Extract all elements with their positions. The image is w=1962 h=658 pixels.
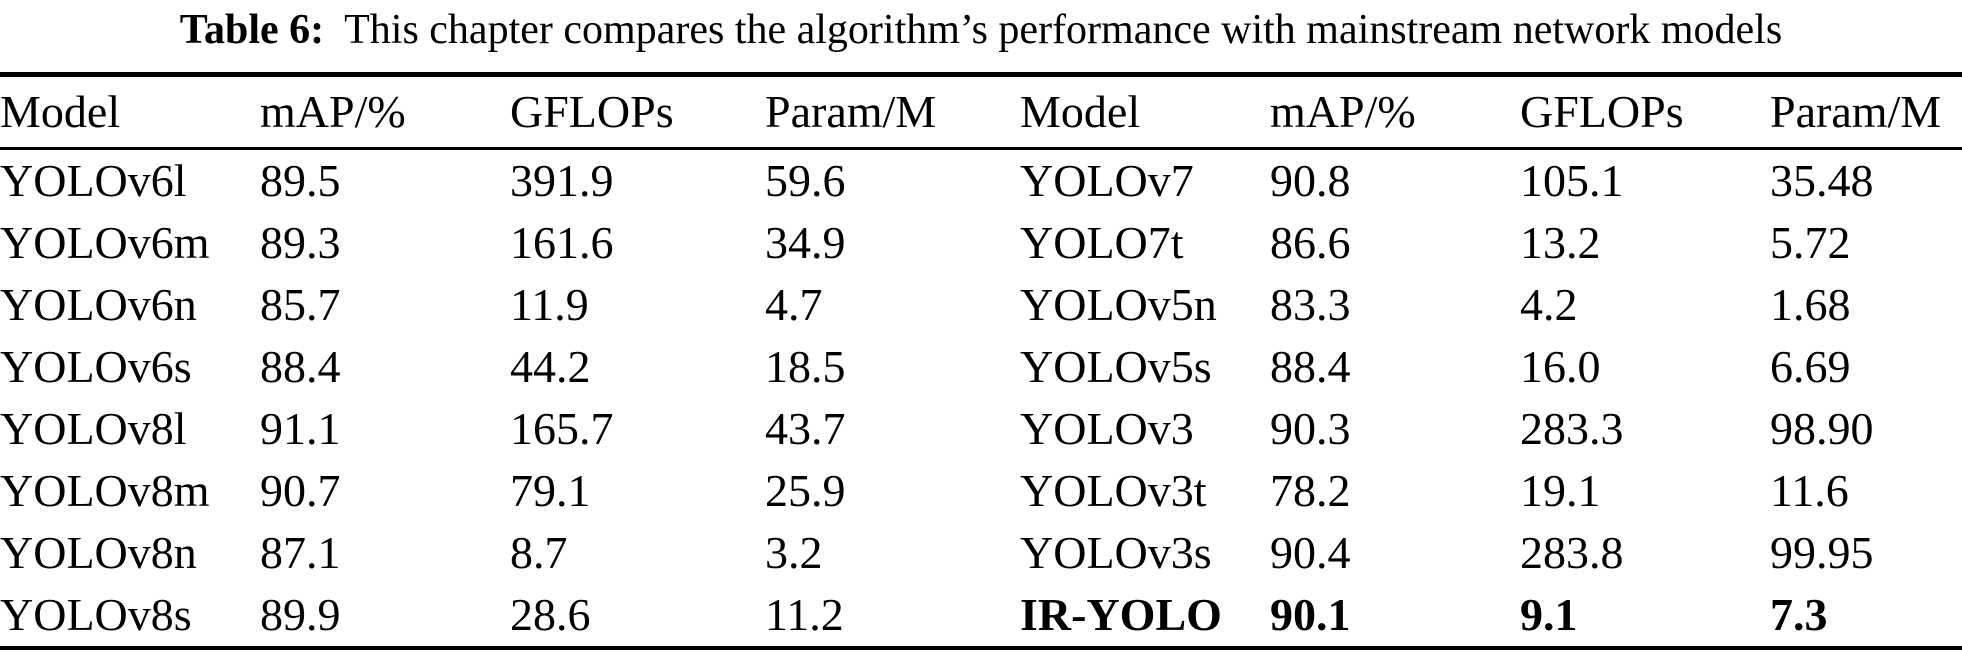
cell-model-left: YOLOv6s <box>0 341 192 392</box>
column-header-gflops-right: GFLOPs <box>1520 86 1684 137</box>
cell-param-right: 35.48 <box>1770 155 1874 206</box>
cell-model-right: YOLO7t <box>1020 217 1184 268</box>
cell-gflops-right: 9.1 <box>1520 589 1578 640</box>
cell-param-right: 11.6 <box>1770 465 1849 516</box>
cell-gflops-right: 19.1 <box>1520 465 1601 516</box>
cell-param-right: 1.68 <box>1770 279 1851 330</box>
cell-map-right: 90.1 <box>1270 589 1351 640</box>
table-row: YOLOv6n 85.7 11.9 4.7 YOLOv5n 83.3 4.2 1… <box>0 274 1962 336</box>
table-row: YOLOv8n 87.1 8.7 3.2 YOLOv3s 90.4 283.8 … <box>0 522 1962 584</box>
table-header-row: Model mAP/% GFLOPs Param/M Model mAP/% G… <box>0 77 1962 147</box>
cell-gflops-left: 79.1 <box>510 465 591 516</box>
cell-gflops-left: 165.7 <box>510 403 614 454</box>
cell-model-left: YOLOv8l <box>0 403 187 454</box>
cell-model-right: YOLOv5n <box>1020 279 1217 330</box>
table-row: YOLOv8s 89.9 28.6 11.2 IR-YOLO 90.1 9.1 … <box>0 584 1962 646</box>
cell-gflops-left: 8.7 <box>510 527 568 578</box>
cell-map-left: 87.1 <box>260 527 341 578</box>
column-header-gflops-left: GFLOPs <box>510 86 674 137</box>
cell-gflops-right: 4.2 <box>1520 279 1578 330</box>
table-row: YOLOv8l 91.1 165.7 43.7 YOLOv3 90.3 283.… <box>0 398 1962 460</box>
cell-gflops-left: 161.6 <box>510 217 614 268</box>
table-header-rule <box>0 147 1962 150</box>
cell-map-right: 90.3 <box>1270 403 1351 454</box>
column-header-param-right: Param/M <box>1770 86 1942 137</box>
cell-map-right: 88.4 <box>1270 341 1351 392</box>
cell-model-right: YOLOv5s <box>1020 341 1212 392</box>
cell-param-left: 4.7 <box>765 279 823 330</box>
column-header-param-left: Param/M <box>765 86 937 137</box>
cell-map-left: 90.7 <box>260 465 341 516</box>
column-header-model-right: Model <box>1020 86 1141 137</box>
cell-model-left: YOLOv8m <box>0 465 210 516</box>
cell-param-left: 18.5 <box>765 341 846 392</box>
cell-param-right: 6.69 <box>1770 341 1851 392</box>
cell-gflops-left: 391.9 <box>510 155 614 206</box>
column-header-map-right: mAP/% <box>1270 86 1416 137</box>
cell-param-left: 43.7 <box>765 403 846 454</box>
cell-map-left: 85.7 <box>260 279 341 330</box>
table-row: YOLOv8m 90.7 79.1 25.9 YOLOv3t 78.2 19.1… <box>0 460 1962 522</box>
table-top-rule <box>0 72 1962 77</box>
cell-param-left: 59.6 <box>765 155 846 206</box>
table-bottom-rule <box>0 646 1962 650</box>
cell-gflops-left: 28.6 <box>510 589 591 640</box>
cell-model-left: YOLOv8n <box>0 527 197 578</box>
cell-map-left: 89.5 <box>260 155 341 206</box>
cell-param-right: 99.95 <box>1770 527 1874 578</box>
cell-param-left: 34.9 <box>765 217 846 268</box>
table-row: YOLOv6l 89.5 391.9 59.6 YOLOv7 90.8 105.… <box>0 150 1962 212</box>
table-caption: Table 6: This chapter compares the algor… <box>0 0 1962 72</box>
table-row: YOLOv6s 88.4 44.2 18.5 YOLOv5s 88.4 16.0… <box>0 336 1962 398</box>
cell-model-right: YOLOv7 <box>1020 155 1194 206</box>
cell-model-left: YOLOv6n <box>0 279 197 330</box>
table-caption-text: This chapter compares the algorithm’s pe… <box>344 7 1783 53</box>
cell-map-right: 90.8 <box>1270 155 1351 206</box>
cell-map-left: 91.1 <box>260 403 341 454</box>
cell-param-right: 5.72 <box>1770 217 1851 268</box>
table-body: YOLOv6l 89.5 391.9 59.6 YOLOv7 90.8 105.… <box>0 150 1962 646</box>
cell-map-right: 83.3 <box>1270 279 1351 330</box>
cell-map-left: 88.4 <box>260 341 341 392</box>
cell-gflops-right: 16.0 <box>1520 341 1601 392</box>
cell-model-right: YOLOv3 <box>1020 403 1194 454</box>
cell-map-left: 89.3 <box>260 217 341 268</box>
cell-param-right: 98.90 <box>1770 403 1874 454</box>
cell-model-left: YOLOv8s <box>0 589 192 640</box>
cell-param-left: 11.2 <box>765 589 844 640</box>
cell-param-left: 25.9 <box>765 465 846 516</box>
cell-gflops-left: 44.2 <box>510 341 591 392</box>
column-header-map-left: mAP/% <box>260 86 406 137</box>
cell-model-left: YOLOv6m <box>0 217 210 268</box>
cell-model-right: IR-YOLO <box>1020 589 1222 640</box>
cell-model-right: YOLOv3t <box>1020 465 1207 516</box>
cell-gflops-right: 283.3 <box>1520 403 1624 454</box>
cell-gflops-right: 283.8 <box>1520 527 1624 578</box>
cell-gflops-left: 11.9 <box>510 279 589 330</box>
table-caption-label: Table 6: <box>179 7 325 53</box>
cell-model-right: YOLOv3s <box>1020 527 1212 578</box>
cell-map-right: 86.6 <box>1270 217 1351 268</box>
cell-gflops-right: 13.2 <box>1520 217 1601 268</box>
cell-map-right: 78.2 <box>1270 465 1351 516</box>
cell-gflops-right: 105.1 <box>1520 155 1624 206</box>
cell-param-left: 3.2 <box>765 527 823 578</box>
cell-map-right: 90.4 <box>1270 527 1351 578</box>
cell-model-left: YOLOv6l <box>0 155 187 206</box>
cell-param-right: 7.3 <box>1770 589 1828 640</box>
table-row: YOLOv6m 89.3 161.6 34.9 YOLO7t 86.6 13.2… <box>0 212 1962 274</box>
column-header-model-left: Model <box>0 86 121 137</box>
cell-map-left: 89.9 <box>260 589 341 640</box>
